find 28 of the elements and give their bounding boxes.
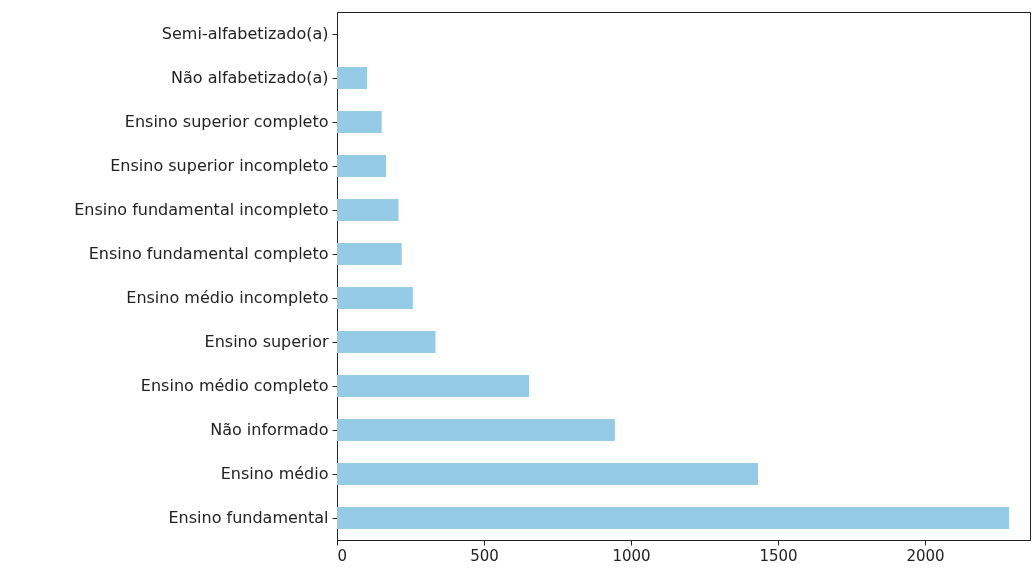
y-tick-label: Ensino fundamental xyxy=(168,508,329,527)
bar xyxy=(337,463,759,485)
x-tick-label: 1000 xyxy=(612,546,651,565)
y-tick-label: Ensino superior completo xyxy=(124,112,329,131)
x-tick-label: 0 xyxy=(337,546,348,565)
x-tick-label: 500 xyxy=(470,546,499,565)
y-tick-label: Ensino médio xyxy=(220,464,329,483)
bar xyxy=(337,419,615,441)
y-tick-label: Ensino médio incompleto xyxy=(126,288,329,307)
y-tick-label: Ensino médio completo xyxy=(140,376,329,395)
bar xyxy=(337,507,1010,529)
y-tick-label: Semi-alfabetizado(a) xyxy=(161,24,329,43)
bar xyxy=(337,287,413,309)
y-tick-label: Ensino superior xyxy=(204,332,329,351)
bar xyxy=(337,155,387,177)
bar xyxy=(337,67,367,89)
bar xyxy=(337,243,402,265)
y-tick-label: Não alfabetizado(a) xyxy=(171,68,329,87)
x-tick-label: 2000 xyxy=(906,546,945,565)
bar xyxy=(337,331,436,353)
y-tick-label: Ensino fundamental completo xyxy=(88,244,329,263)
y-tick-label: Ensino fundamental incompleto xyxy=(74,200,329,219)
y-tick-label: Ensino superior incompleto xyxy=(110,156,329,175)
bar xyxy=(337,199,399,221)
y-tick-label: Não informado xyxy=(210,420,329,439)
x-tick-label: 1500 xyxy=(759,546,798,565)
bar xyxy=(337,111,382,133)
bar xyxy=(337,375,529,397)
